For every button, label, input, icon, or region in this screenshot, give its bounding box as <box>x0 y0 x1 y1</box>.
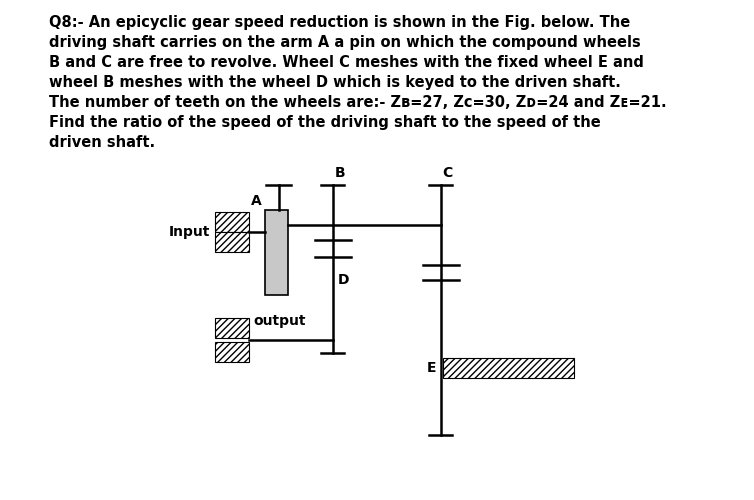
Bar <box>443 358 574 378</box>
Text: The number of teeth on the wheels are:- Zʙ=27, Zᴄ=30, Zᴅ=24 and Zᴇ=21.: The number of teeth on the wheels are:- … <box>50 95 667 110</box>
Text: wheel B meshes with the wheel D which is keyed to the driven shaft.: wheel B meshes with the wheel D which is… <box>50 75 621 90</box>
Text: Q8:- An epicyclic gear speed reduction is shown in the Fig. below. The: Q8:- An epicyclic gear speed reduction i… <box>50 15 630 30</box>
Text: D: D <box>337 273 349 287</box>
Text: C: C <box>443 166 452 180</box>
Bar <box>215 232 249 252</box>
Text: E: E <box>427 361 436 375</box>
Text: A: A <box>251 194 262 208</box>
Bar <box>215 342 249 362</box>
Bar <box>215 318 249 338</box>
Bar <box>215 212 249 232</box>
Text: driven shaft.: driven shaft. <box>50 135 155 150</box>
Text: B: B <box>335 166 345 180</box>
Text: Find the ratio of the speed of the driving shaft to the speed of the: Find the ratio of the speed of the drivi… <box>50 115 601 130</box>
Bar <box>265 210 288 295</box>
Text: B and C are free to revolve. Wheel C meshes with the fixed wheel E and: B and C are free to revolve. Wheel C mes… <box>50 55 645 70</box>
Text: driving shaft carries on the arm A a pin on which the compound wheels: driving shaft carries on the arm A a pin… <box>50 35 641 50</box>
Text: output: output <box>253 314 306 328</box>
Text: Input: Input <box>169 225 210 239</box>
